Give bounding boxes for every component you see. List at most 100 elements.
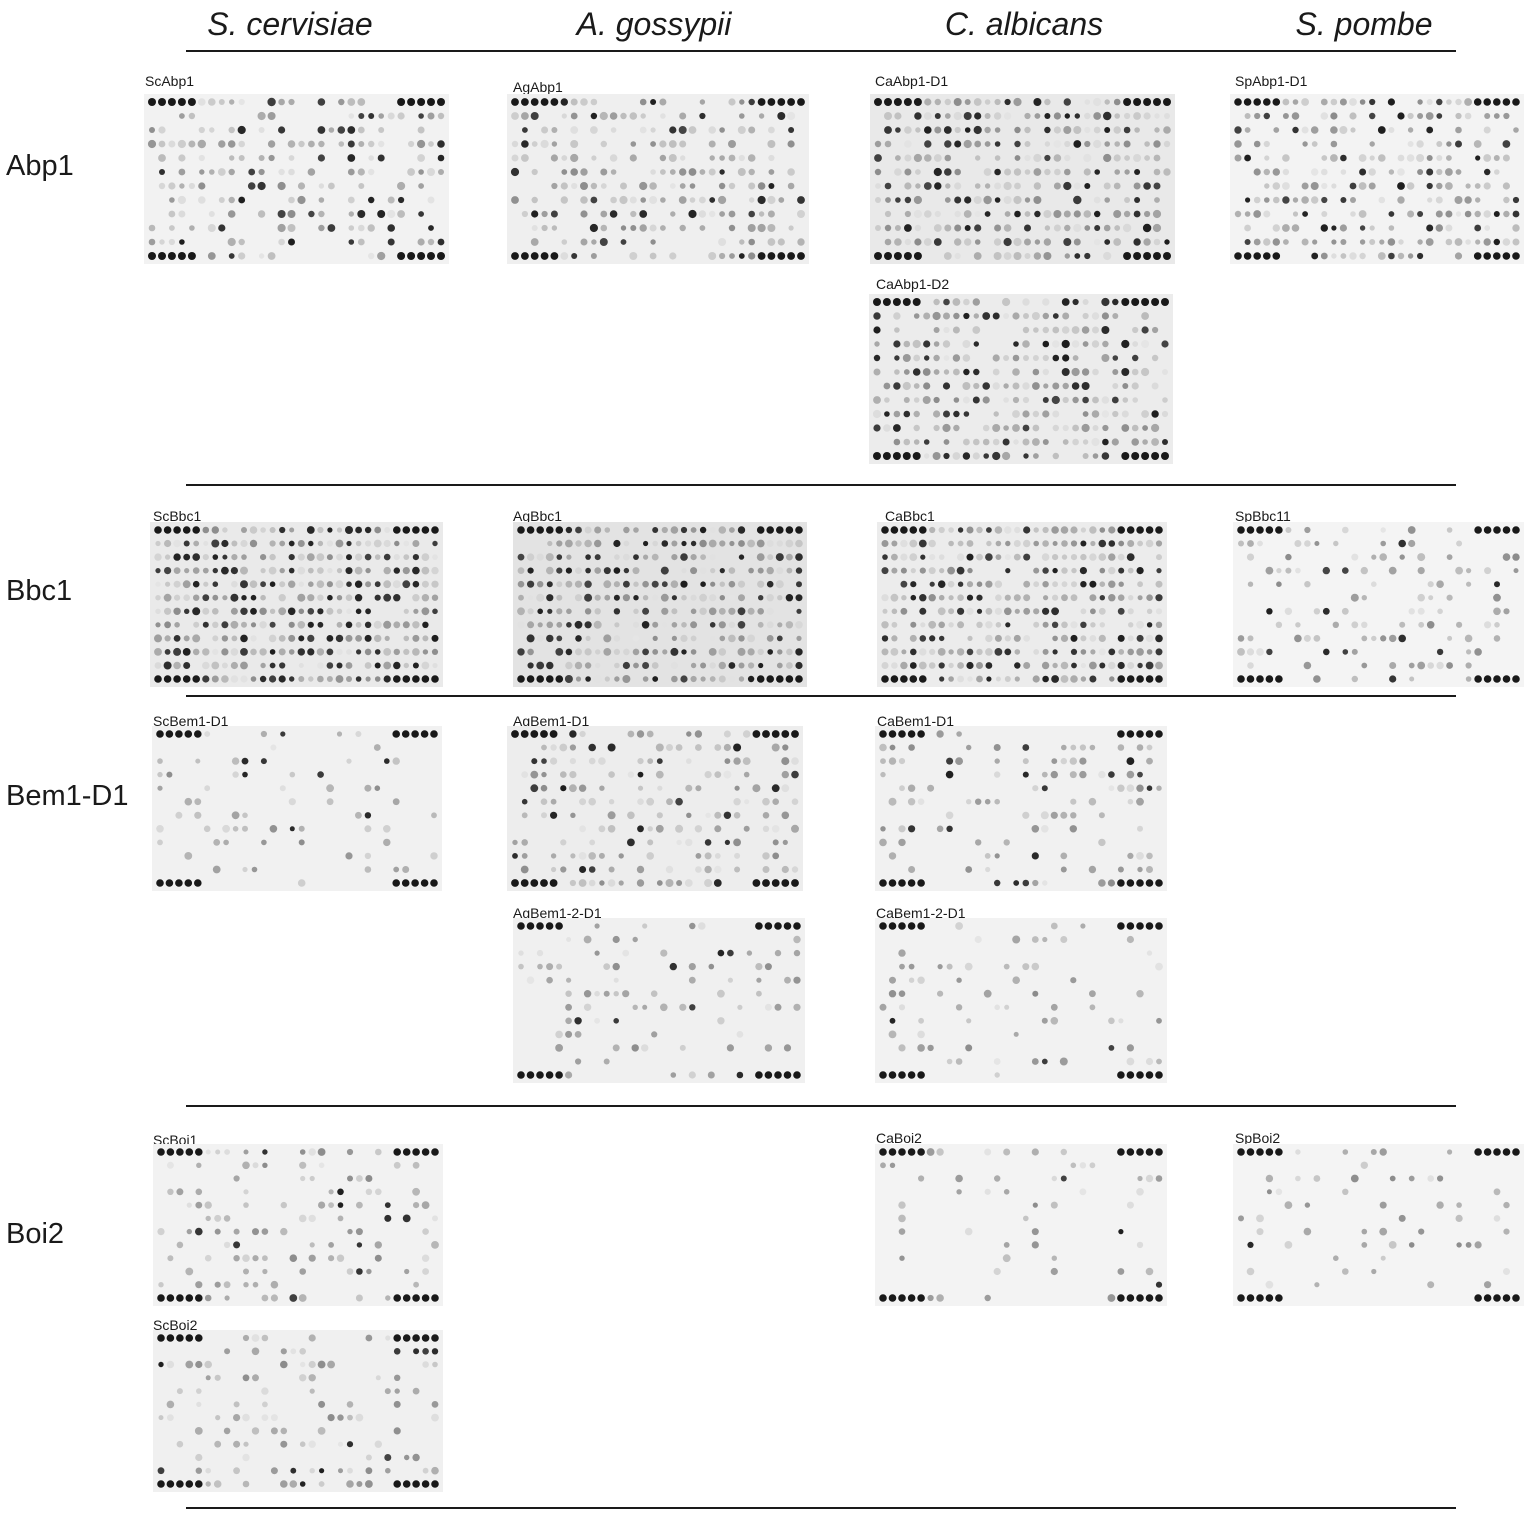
array-spot — [233, 1467, 240, 1475]
array-spot — [900, 580, 908, 588]
array-spot — [1126, 879, 1135, 887]
array-spot — [158, 252, 166, 260]
array-spot — [786, 567, 793, 574]
array-spot — [1146, 744, 1153, 751]
array-spot — [167, 1255, 174, 1262]
array-spot — [1052, 313, 1059, 319]
array-spot — [337, 1414, 344, 1421]
array-spot — [1060, 1175, 1067, 1182]
array-spot — [1121, 368, 1130, 376]
array-spot — [1234, 154, 1242, 162]
array-spot — [368, 155, 374, 161]
array-spot — [637, 825, 644, 833]
array-spot — [719, 540, 726, 547]
array-spot — [1502, 98, 1511, 106]
array-spot — [299, 1149, 306, 1155]
array-spot — [289, 676, 295, 682]
array-spot — [880, 771, 886, 778]
array-spot — [1034, 210, 1041, 218]
array-spot — [167, 1414, 174, 1421]
array-spot — [719, 155, 725, 161]
array-spot — [1033, 98, 1042, 106]
array-spot — [1445, 238, 1453, 246]
array-spot — [261, 839, 267, 846]
array-spot — [1012, 976, 1020, 984]
array-spot — [1144, 155, 1150, 161]
array-spot — [1503, 1201, 1510, 1209]
array-spot — [718, 182, 726, 190]
array-spot — [893, 410, 901, 418]
array-spot — [166, 771, 173, 778]
array-spot — [1070, 977, 1077, 984]
array-spot — [994, 1072, 1000, 1078]
array-spot — [1164, 113, 1170, 119]
array-spot — [288, 649, 295, 655]
array-spot — [306, 526, 315, 534]
array-spot — [1276, 568, 1282, 574]
array-spot — [588, 757, 596, 765]
panel-label: ScBbc1 — [153, 508, 202, 524]
array-spot — [690, 635, 697, 642]
array-spot — [795, 567, 803, 574]
array-spot — [327, 567, 333, 574]
array-spot — [1117, 1294, 1125, 1302]
array-spot — [560, 771, 567, 778]
array-spot — [428, 141, 434, 147]
array-spot — [402, 1214, 411, 1223]
array-spot — [166, 1161, 174, 1169]
array-spot — [1071, 382, 1080, 390]
array-spot — [1493, 98, 1501, 106]
array-spot — [984, 798, 991, 805]
row-label: Bem1-D1 — [6, 780, 129, 812]
array-spot — [393, 1348, 401, 1355]
array-spot — [326, 581, 333, 588]
array-spot — [749, 197, 755, 203]
array-spot — [623, 540, 630, 547]
array-spot — [881, 540, 889, 547]
array-spot — [178, 154, 186, 162]
array-spot — [1331, 183, 1337, 189]
array-spot — [164, 621, 171, 629]
array-spot — [280, 1227, 288, 1236]
array-spot — [776, 635, 783, 642]
array-spot — [1512, 675, 1520, 683]
array-spot — [714, 865, 722, 874]
array-spot — [1091, 410, 1100, 418]
array-spot — [1361, 635, 1368, 642]
array-spot — [1493, 1148, 1501, 1156]
array-spot — [661, 526, 668, 534]
array-spot — [280, 731, 286, 737]
array-spot — [1263, 98, 1271, 106]
array-spot — [1256, 526, 1264, 534]
array-spot — [995, 554, 1002, 560]
array-spot — [1004, 526, 1012, 534]
array-spot — [526, 553, 535, 561]
array-spot — [650, 127, 656, 133]
array-spot — [1238, 540, 1244, 547]
array-spot — [195, 1148, 203, 1156]
array-spot — [530, 770, 539, 779]
array-spot — [879, 838, 887, 847]
array-spot — [796, 581, 802, 588]
array-spot — [964, 127, 971, 133]
array-spot — [1061, 581, 1068, 588]
array-spot — [909, 526, 918, 534]
array-spot — [412, 1387, 420, 1395]
array-spot — [945, 811, 954, 820]
array-spot — [288, 567, 295, 574]
array-spot — [159, 169, 165, 175]
array-spot — [1156, 1058, 1162, 1065]
array-image — [870, 94, 1175, 264]
array-spot — [1141, 326, 1149, 334]
array-spot — [1377, 252, 1386, 260]
array-spot — [660, 593, 669, 602]
array-spot — [929, 581, 935, 587]
array-spot — [983, 989, 992, 998]
array-spot — [527, 580, 535, 588]
array-spot — [1023, 526, 1031, 534]
array-spot — [1133, 210, 1141, 218]
array-spot — [646, 852, 654, 860]
array-spot — [976, 675, 983, 683]
array-spot — [974, 935, 982, 944]
array-spot — [1126, 553, 1135, 561]
